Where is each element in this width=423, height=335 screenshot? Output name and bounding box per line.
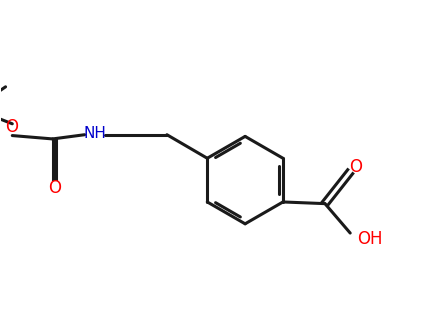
Text: NH: NH (83, 126, 106, 141)
Text: O: O (5, 118, 18, 136)
Text: O: O (349, 158, 362, 177)
Text: OH: OH (357, 230, 382, 248)
Text: O: O (48, 179, 61, 197)
